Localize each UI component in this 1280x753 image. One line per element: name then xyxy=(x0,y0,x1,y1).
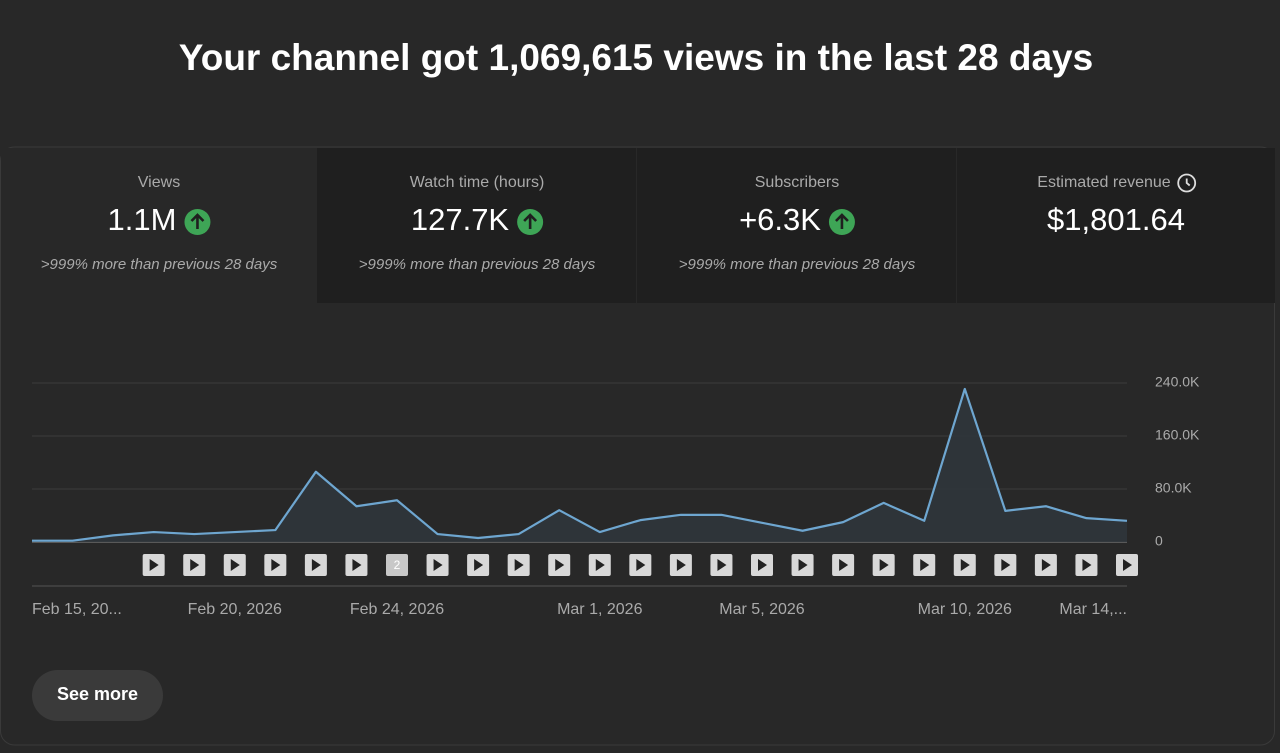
video-marker[interactable] xyxy=(345,554,368,576)
button-bg[interactable] xyxy=(32,670,163,721)
play-icon xyxy=(352,559,362,571)
video-marker[interactable] xyxy=(223,554,246,576)
card-value: 1.1M xyxy=(108,202,177,237)
video-marker[interactable] xyxy=(588,554,611,576)
card-label: Watch time (hours) xyxy=(410,174,545,191)
card-label: Views xyxy=(138,174,180,191)
play-icon xyxy=(514,559,524,571)
play-icon xyxy=(839,559,849,571)
video-marker[interactable] xyxy=(507,554,530,576)
play-icon xyxy=(798,559,808,571)
play-icon xyxy=(595,559,605,571)
play-icon xyxy=(636,559,646,571)
trend-up-arrow xyxy=(523,213,538,229)
play-icon xyxy=(230,559,240,571)
y-tick-label: 80.0K xyxy=(1155,480,1192,496)
play-icon xyxy=(311,559,321,571)
video-marker[interactable] xyxy=(426,554,449,576)
video-marker[interactable] xyxy=(264,554,287,576)
video-marker[interactable]: 2 xyxy=(386,554,408,576)
see-more-button[interactable]: See more xyxy=(32,670,163,721)
video-marker[interactable] xyxy=(669,554,692,576)
video-count: 2 xyxy=(394,558,401,572)
play-icon xyxy=(555,559,565,571)
y-tick-label: 0 xyxy=(1155,533,1163,549)
metric-card[interactable]: Estimated revenue $1,801.64 xyxy=(957,148,1275,303)
play-icon xyxy=(190,559,200,571)
video-marker[interactable] xyxy=(710,554,733,576)
card-bg xyxy=(957,148,1275,303)
video-marker[interactable] xyxy=(832,554,855,576)
play-icon xyxy=(1082,559,1092,571)
video-marker[interactable] xyxy=(1116,554,1138,576)
card-value: $1,801.64 xyxy=(1047,202,1185,237)
page-title: Your channel got 1,069,615 views in the … xyxy=(179,37,1093,78)
info-icon xyxy=(1177,173,1197,193)
video-marker[interactable] xyxy=(872,554,895,576)
play-icon xyxy=(149,559,159,571)
x-tick-label: Feb 24, 2026 xyxy=(350,601,444,618)
metric-card[interactable]: Watch time (hours) 127.7K >999% more than … xyxy=(317,148,636,303)
play-icon xyxy=(676,559,686,571)
play-icon xyxy=(271,559,281,571)
video-marker[interactable] xyxy=(548,554,571,576)
card-bg xyxy=(1,148,316,303)
video-marker[interactable] xyxy=(791,554,814,576)
video-marker[interactable] xyxy=(142,554,165,576)
info-icon-hands xyxy=(1185,178,1191,187)
video-marker[interactable] xyxy=(183,554,206,576)
play-icon xyxy=(879,559,889,571)
x-tick-label: Feb 20, 2026 xyxy=(188,601,282,618)
video-marker[interactable] xyxy=(304,554,327,576)
card-label: Estimated revenue xyxy=(1037,174,1171,191)
card-change: >999% more than previous 28 days xyxy=(679,256,916,273)
video-marker[interactable] xyxy=(1034,554,1057,576)
card-value: 127.7K xyxy=(411,202,510,237)
video-marker[interactable] xyxy=(751,554,773,576)
video-marker[interactable] xyxy=(467,554,490,576)
play-icon xyxy=(1001,559,1011,571)
video-marker-box xyxy=(386,554,408,576)
play-icon xyxy=(474,559,484,571)
video-marker[interactable] xyxy=(913,554,936,576)
video-marker[interactable] xyxy=(629,554,652,576)
play-icon xyxy=(920,559,930,571)
card-bg xyxy=(317,148,636,303)
y-tick-label: 160.0K xyxy=(1155,427,1200,443)
play-icon xyxy=(1123,559,1132,571)
card-change: >999% more than previous 28 days xyxy=(359,256,596,273)
card-label: Subscribers xyxy=(755,174,839,191)
play-icon xyxy=(1041,559,1051,571)
play-icon xyxy=(960,559,970,571)
metric-card[interactable]: Views 1.1M >999% more than previous 28 day… xyxy=(1,148,316,303)
card-bg xyxy=(637,148,956,303)
play-icon xyxy=(758,559,767,571)
card-value: +6.3K xyxy=(739,202,821,237)
area-fill xyxy=(32,388,1127,542)
metric-card[interactable]: Subscribers +6.3K >999% more than previous… xyxy=(637,148,956,303)
x-tick-label: Feb 15, 20... xyxy=(32,601,122,618)
play-icon xyxy=(433,559,443,571)
y-tick-label: 240.0K xyxy=(1155,374,1200,390)
x-tick-label: Mar 5, 2026 xyxy=(719,601,804,618)
x-tick-label: Mar 10, 2026 xyxy=(918,601,1012,618)
play-icon xyxy=(717,559,727,571)
x-tick-label: Mar 1, 2026 xyxy=(557,601,642,618)
trend-up-arrow xyxy=(835,213,849,229)
video-marker[interactable] xyxy=(953,554,976,576)
trend-up-arrow xyxy=(190,213,205,229)
video-marker[interactable] xyxy=(1075,554,1098,576)
button-label[interactable]: See more xyxy=(57,684,138,704)
video-marker[interactable] xyxy=(994,554,1017,576)
x-tick-label: Mar 14,... xyxy=(1059,601,1127,618)
line xyxy=(32,387,1128,542)
card-change: >999% more than previous 28 days xyxy=(41,256,278,273)
